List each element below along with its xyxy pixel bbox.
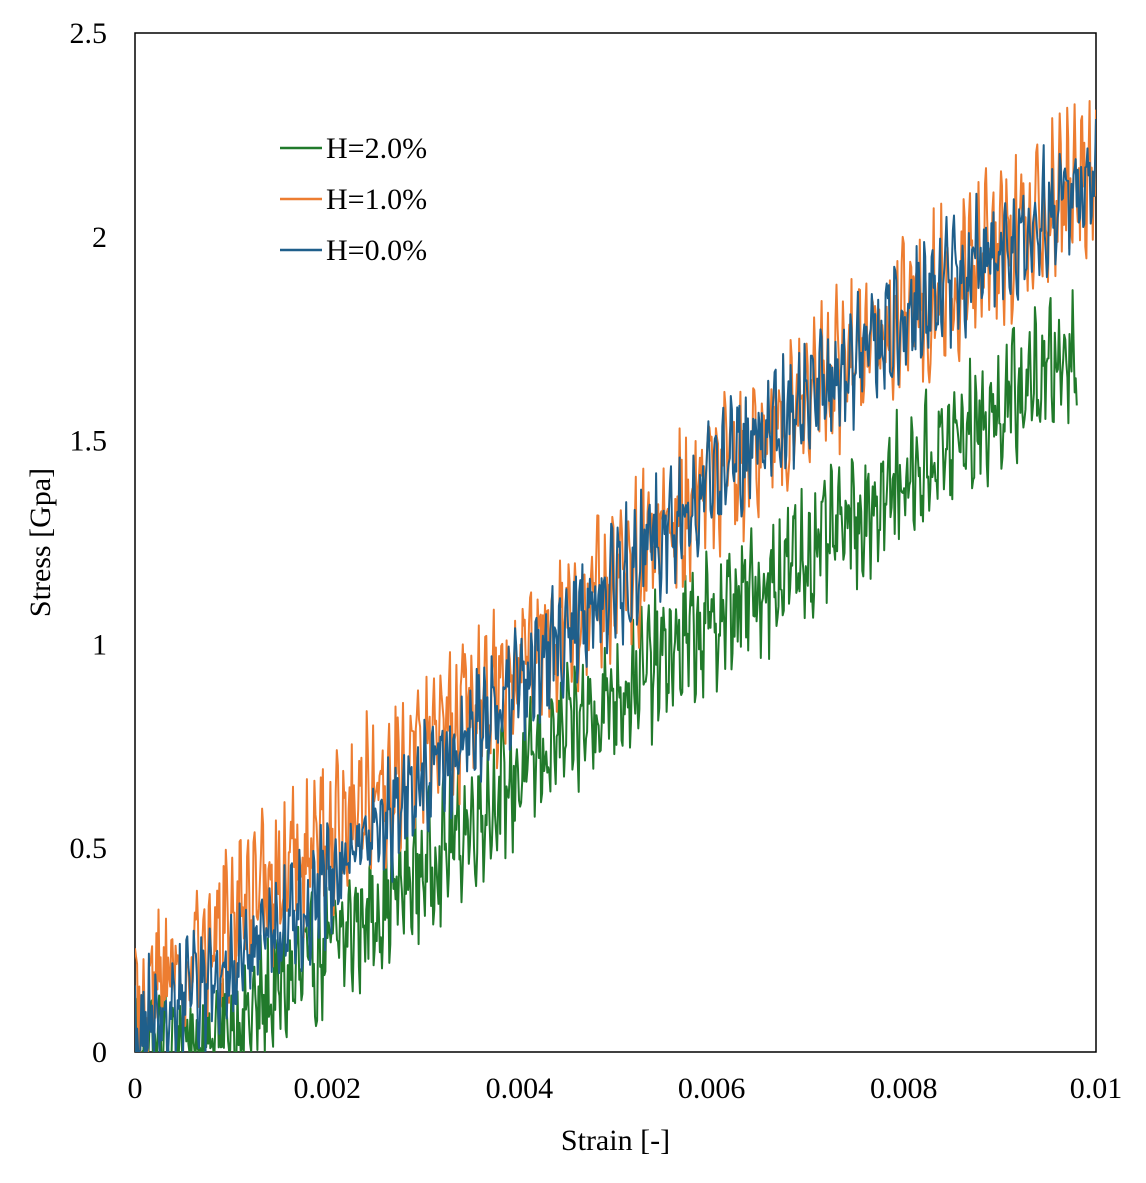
y-tick-label: 0: [92, 1036, 107, 1069]
y-tick-label: 2.5: [70, 17, 108, 50]
x-tick-label: 0.008: [870, 1072, 938, 1105]
x-tick-label: 0.004: [486, 1072, 554, 1105]
legend-label: H=0.0%: [326, 234, 427, 267]
y-axis-ticks: 0 0.5 1 1.5 2 2.5: [70, 17, 108, 1069]
legend: H=2.0% H=1.0% H=0.0%: [280, 132, 427, 267]
legend-label: H=2.0%: [326, 132, 427, 165]
y-tick-label: 2: [92, 221, 107, 254]
x-tick-label: 0.006: [678, 1072, 746, 1105]
y-tick-label: 0.5: [70, 832, 108, 865]
x-axis-title: Strain [-]: [561, 1124, 670, 1157]
y-tick-label: 1.5: [70, 425, 108, 458]
plot-frame: [134, 32, 1097, 1053]
x-tick-label: 0.01: [1070, 1072, 1123, 1105]
series-line-3: [135, 118, 1096, 1052]
plot-area: [134, 32, 1097, 1053]
series-layer: [135, 100, 1096, 1052]
x-tick-label: 0.002: [293, 1072, 361, 1105]
x-axis-ticks: 0 0.002 0.004 0.006 0.008 0.01: [128, 1072, 1123, 1105]
y-tick-label: 1: [92, 628, 107, 661]
x-tick-label: 0: [128, 1072, 143, 1105]
y-axis-title: Stress [Gpa]: [24, 468, 57, 617]
series-line-1: [135, 289, 1078, 1052]
legend-label: H=1.0%: [326, 183, 427, 216]
